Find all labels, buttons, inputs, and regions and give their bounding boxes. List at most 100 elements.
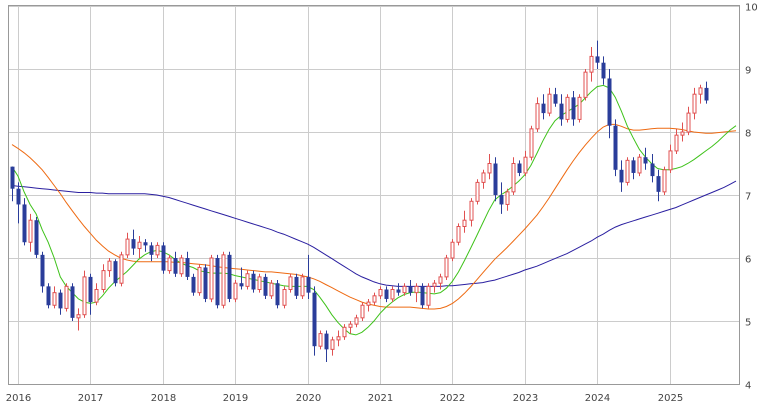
candle-body (450, 241, 455, 259)
candle-down (16, 182, 21, 224)
candle-body (348, 323, 353, 328)
candle-body (619, 169, 624, 183)
candle-down (46, 283, 51, 309)
candle-body (656, 176, 661, 192)
candle-body (76, 314, 81, 319)
candle-down (88, 273, 93, 315)
x-tick-label-2020: 2020 (296, 393, 321, 404)
candle-body (70, 286, 75, 318)
candle-up (300, 273, 305, 299)
candle-down (227, 251, 232, 303)
candle-down (191, 273, 196, 296)
candle-body (662, 169, 667, 193)
candle-body (300, 276, 305, 297)
candle-body (342, 326, 347, 338)
candle-body (131, 239, 136, 249)
candle-up (107, 258, 112, 277)
candle-body (571, 97, 576, 120)
y-tick-label-5: 5 (745, 318, 751, 329)
candle-body (318, 333, 323, 347)
candle-body (625, 159, 630, 183)
candle-body (438, 276, 443, 284)
candle-up (94, 283, 99, 306)
candle-up (372, 292, 377, 306)
candle-body (269, 282, 274, 297)
candle-body (408, 286, 413, 293)
candle-body (414, 285, 419, 294)
candle-body (209, 257, 214, 300)
candle-down (643, 147, 648, 170)
candle-body (372, 295, 377, 303)
candle-up (565, 94, 570, 123)
candle-body (535, 103, 540, 130)
candle-up (233, 280, 238, 303)
candle-body (462, 219, 467, 227)
candle-body (505, 191, 510, 205)
candle-down (631, 157, 636, 180)
candle-down (143, 239, 148, 252)
candle-up (625, 157, 630, 186)
candle-body (306, 276, 311, 293)
candle-up (318, 330, 323, 350)
candle-body (215, 258, 220, 306)
vertical-gridlines (18, 6, 671, 384)
candle-body (511, 163, 516, 193)
candle-body (499, 195, 504, 205)
candle-body (155, 244, 160, 256)
candle-body (481, 172, 486, 183)
candle-down (607, 69, 612, 139)
plot-border (8, 5, 740, 385)
candle-body (523, 156, 528, 174)
candle-body (637, 156, 642, 174)
candle-body (137, 241, 142, 250)
candle-body (149, 245, 154, 255)
candle-body (203, 267, 208, 299)
candle-body (336, 336, 341, 341)
candle-body (517, 163, 522, 173)
candle-up (469, 198, 474, 227)
candle-body (420, 286, 425, 306)
candle-down (22, 198, 27, 246)
candle-down (203, 264, 208, 303)
candle-up (547, 87, 552, 117)
candle-body (94, 289, 99, 303)
candle-body (583, 71, 588, 98)
y-axis-labels: 4 5 6 7 8 9 10 (745, 3, 758, 392)
candle-body (10, 166, 15, 189)
candle-body (668, 150, 673, 171)
candle-body (282, 289, 287, 306)
y-tick-label-6: 6 (745, 255, 751, 266)
candle-body (577, 96, 582, 120)
candle-down (384, 286, 389, 303)
candle-body (643, 157, 648, 164)
candle-body (288, 276, 293, 290)
candle-down (324, 330, 329, 362)
candle-up (475, 179, 480, 205)
candle-body (559, 103, 564, 120)
candle-up (426, 283, 431, 309)
candle-up (119, 251, 124, 287)
candle-up (155, 242, 160, 258)
candle-up (529, 125, 534, 161)
candle-body (161, 245, 166, 271)
candle-body (444, 257, 449, 278)
candle-body (179, 257, 184, 275)
x-tick-label-2021: 2021 (368, 393, 393, 404)
candle-body (631, 160, 636, 173)
candle-up (378, 286, 383, 299)
candle-up (348, 321, 353, 334)
candle-down (408, 280, 413, 296)
candle-up (354, 314, 359, 328)
candle-body (58, 292, 63, 309)
candle-body (330, 339, 335, 350)
candle-up (179, 254, 184, 277)
candle-up (360, 302, 365, 321)
candle-up (487, 154, 492, 180)
candle-body (692, 93, 697, 114)
candle-body (197, 266, 202, 294)
candle-up (686, 106, 691, 136)
candle-up (481, 169, 486, 189)
candle-up (245, 270, 250, 290)
candle-up (288, 273, 293, 293)
